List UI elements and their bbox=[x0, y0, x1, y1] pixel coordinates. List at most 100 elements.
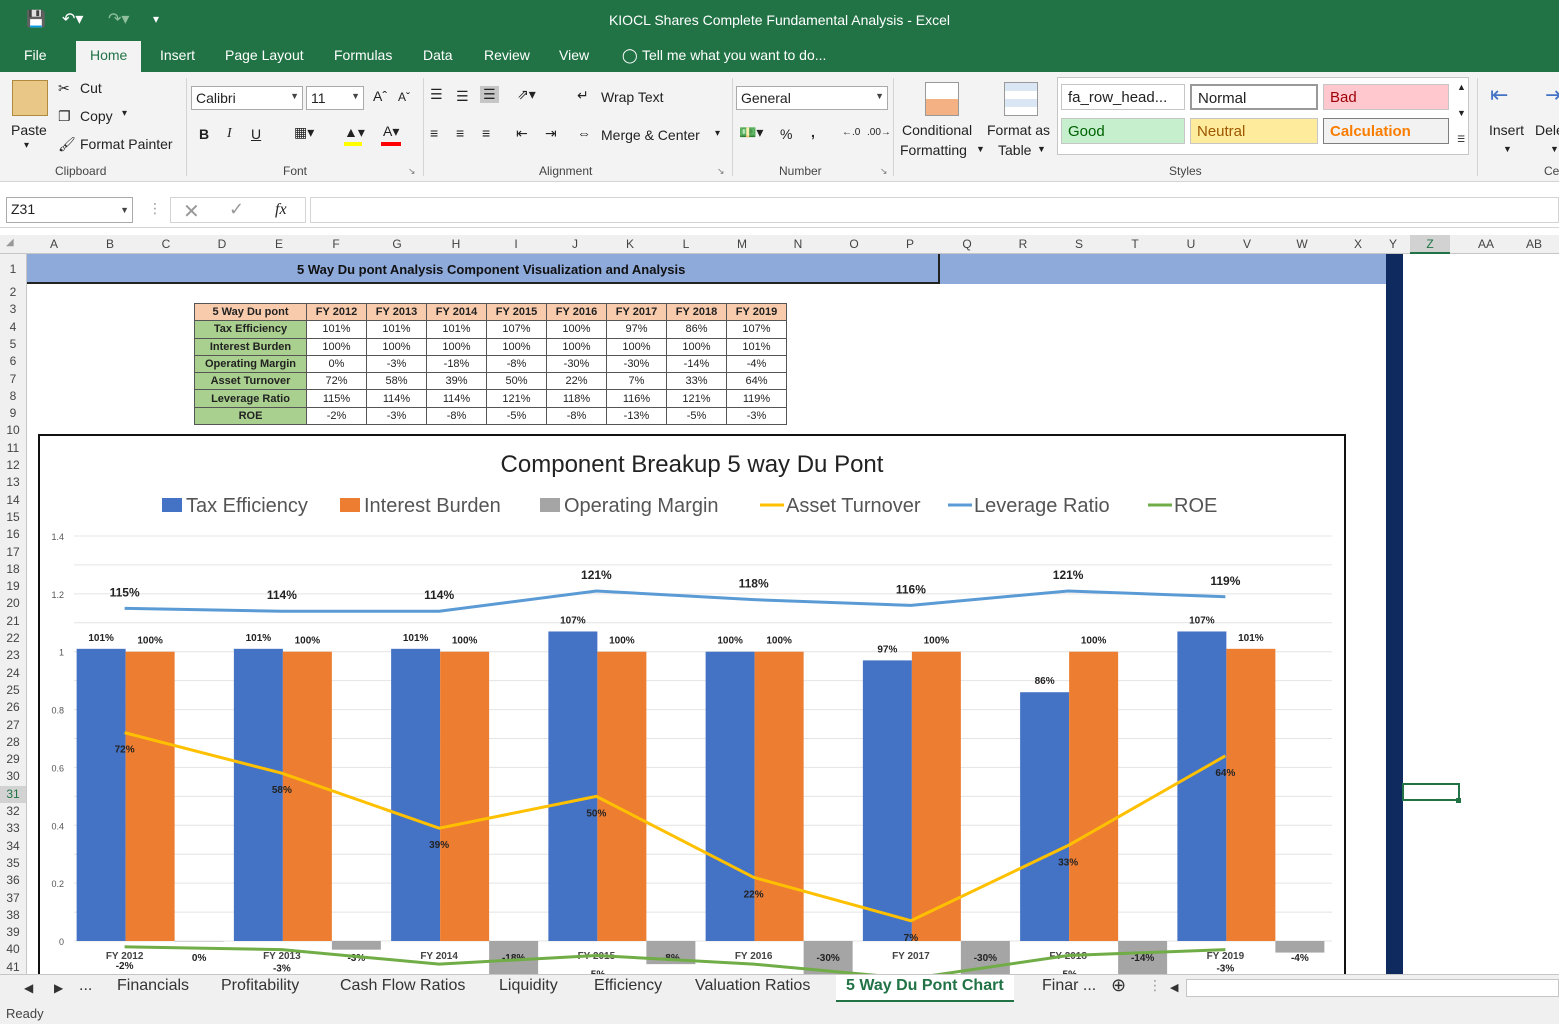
row-header[interactable]: 8 bbox=[9, 388, 17, 403]
row-header[interactable]: 29 bbox=[6, 752, 20, 767]
delete-cells-button[interactable]: Dele bbox=[1535, 122, 1559, 138]
style-calculation[interactable]: Calculation bbox=[1323, 118, 1449, 144]
font-dialog-launcher-icon[interactable]: ↘ bbox=[408, 166, 416, 176]
style-good[interactable]: Good bbox=[1061, 118, 1185, 144]
table-row-label[interactable]: Operating Margin bbox=[194, 354, 307, 374]
table-cell[interactable]: 114% bbox=[366, 389, 427, 408]
customize-qat-icon[interactable]: ▾ bbox=[153, 12, 160, 26]
table-cell[interactable]: 100% bbox=[546, 337, 607, 356]
style-normal[interactable]: Normal bbox=[1190, 84, 1318, 110]
conditional-formatting-sub-label[interactable]: Formatting bbox=[900, 142, 967, 158]
row-header[interactable]: 26 bbox=[6, 700, 20, 715]
row-header[interactable]: 32 bbox=[6, 804, 20, 818]
sheet-tab-efficiency[interactable]: Efficiency bbox=[594, 977, 663, 994]
table-cell[interactable]: 64% bbox=[726, 372, 787, 391]
font-size-combo[interactable]: 11 ▼ bbox=[306, 86, 364, 110]
du-pont-chart[interactable]: Component Breakup 5 way Du Pont Tax Effic… bbox=[38, 434, 1346, 979]
format-as-table-icon[interactable] bbox=[1004, 82, 1038, 116]
table-header[interactable]: FY 2017 bbox=[606, 302, 667, 322]
format-as-table-sub-label[interactable]: Table bbox=[998, 142, 1032, 158]
column-header[interactable]: L bbox=[682, 237, 690, 251]
table-cell[interactable]: 101% bbox=[726, 337, 787, 356]
row-header[interactable]: 3 bbox=[9, 302, 17, 317]
table-cell[interactable]: -18% bbox=[426, 354, 487, 374]
conditional-formatting-label[interactable]: Conditional bbox=[902, 122, 973, 138]
formula-input[interactable] bbox=[310, 197, 1559, 223]
row-header[interactable]: 2 bbox=[9, 285, 17, 299]
new-sheet-icon[interactable]: ⊕ bbox=[1111, 975, 1127, 995]
column-header[interactable]: B bbox=[105, 237, 114, 251]
tab-file[interactable]: File bbox=[24, 47, 47, 63]
tell-me-box[interactable]: Tell me what you want to do... bbox=[642, 47, 827, 63]
sheet-tab-more[interactable]: ... bbox=[79, 977, 93, 994]
undo-icon[interactable]: ↶▾ bbox=[62, 11, 84, 28]
increase-font-icon[interactable]: Aˆ bbox=[373, 88, 387, 104]
scroll-right-icon[interactable]: ▶ bbox=[54, 981, 64, 995]
row-header[interactable]: 22 bbox=[6, 631, 20, 645]
cut-button[interactable]: Cut bbox=[80, 80, 102, 96]
delete-cells-icon[interactable]: ⇥ bbox=[1545, 82, 1559, 107]
table-cell[interactable]: 22% bbox=[546, 372, 607, 391]
format-painter-icon[interactable]: 🖌 bbox=[58, 136, 76, 152]
scroll-left-icon[interactable]: ◀ bbox=[24, 981, 34, 995]
row-header[interactable]: 23 bbox=[6, 648, 20, 663]
table-header[interactable]: FY 2016 bbox=[546, 302, 607, 322]
table-header[interactable]: 5 Way Du pont bbox=[194, 302, 307, 322]
column-header[interactable]: Y bbox=[1388, 237, 1397, 251]
selected-cell[interactable] bbox=[1402, 783, 1460, 801]
font-name-combo[interactable]: Calibri ▼ bbox=[191, 86, 303, 110]
column-header[interactable]: T bbox=[1131, 237, 1139, 251]
increase-indent-icon[interactable]: ⇥ bbox=[545, 125, 557, 141]
table-cell[interactable]: 33% bbox=[666, 372, 727, 391]
style-fa-row-head[interactable]: fa_row_head... bbox=[1061, 84, 1185, 110]
column-header[interactable]: O bbox=[849, 237, 859, 251]
row-header[interactable]: 17 bbox=[6, 544, 20, 559]
column-header[interactable]: N bbox=[793, 237, 803, 251]
table-header[interactable]: FY 2014 bbox=[426, 302, 487, 322]
row-header[interactable]: 13 bbox=[6, 475, 20, 490]
tab-home[interactable]: Home bbox=[76, 41, 142, 72]
column-header[interactable]: A bbox=[49, 237, 58, 251]
table-cell[interactable]: 86% bbox=[666, 320, 727, 339]
row-header[interactable]: 1 bbox=[9, 262, 17, 276]
format-as-table-label[interactable]: Format as bbox=[987, 122, 1051, 138]
insert-cells-icon[interactable]: ⇤ bbox=[1490, 82, 1509, 107]
column-header[interactable]: X bbox=[1353, 237, 1362, 251]
table-cell[interactable]: 115% bbox=[306, 389, 367, 408]
table-cell[interactable]: -3% bbox=[366, 406, 427, 426]
table-row-label[interactable]: Tax Efficiency bbox=[194, 320, 307, 339]
table-row-label[interactable]: Leverage Ratio bbox=[194, 389, 307, 408]
row-header[interactable]: 6 bbox=[9, 354, 17, 369]
table-cell[interactable]: 100% bbox=[666, 337, 727, 356]
table-cell[interactable]: 100% bbox=[426, 337, 487, 356]
column-header[interactable]: D bbox=[217, 237, 227, 251]
row-header[interactable]: 31 bbox=[0, 785, 26, 803]
wrap-text-button[interactable]: Wrap Text bbox=[601, 89, 664, 105]
table-cell[interactable]: 100% bbox=[486, 337, 547, 356]
fill-handle[interactable] bbox=[1456, 798, 1461, 803]
font-color-icon[interactable]: A▾ bbox=[383, 123, 400, 139]
row-header[interactable]: 5 bbox=[9, 336, 17, 351]
row-header[interactable]: 38 bbox=[6, 907, 20, 922]
table-cell[interactable]: 101% bbox=[366, 320, 427, 339]
merge-dropdown-icon[interactable]: ▾ bbox=[715, 128, 721, 139]
table-cell[interactable]: 121% bbox=[486, 389, 547, 408]
row-header[interactable]: 37 bbox=[6, 890, 20, 905]
column-header[interactable]: J bbox=[572, 237, 578, 251]
merge-center-icon[interactable]: ⇔ bbox=[577, 125, 591, 141]
column-header[interactable]: U bbox=[1186, 237, 1196, 251]
table-cell[interactable]: 0% bbox=[306, 354, 367, 374]
name-box[interactable]: Z31 ▼ bbox=[6, 197, 133, 223]
row-header[interactable]: 12 bbox=[6, 458, 20, 472]
copy-button[interactable]: Copy bbox=[80, 108, 113, 124]
style-bad[interactable]: Bad bbox=[1323, 84, 1449, 110]
column-header[interactable]: H bbox=[451, 237, 461, 251]
table-cell[interactable]: 121% bbox=[666, 389, 727, 408]
row-header[interactable]: 40 bbox=[6, 942, 20, 957]
table-cell[interactable]: -13% bbox=[606, 406, 667, 426]
sheet-tab-5-way-du-pont-chart[interactable]: 5 Way Du Pont Chart bbox=[836, 975, 1014, 1002]
insert-cells-button[interactable]: Insert bbox=[1489, 122, 1525, 138]
align-center-icon[interactable]: ≡ bbox=[456, 125, 465, 141]
table-cell[interactable]: -3% bbox=[726, 406, 787, 426]
table-cell[interactable]: 101% bbox=[306, 320, 367, 339]
